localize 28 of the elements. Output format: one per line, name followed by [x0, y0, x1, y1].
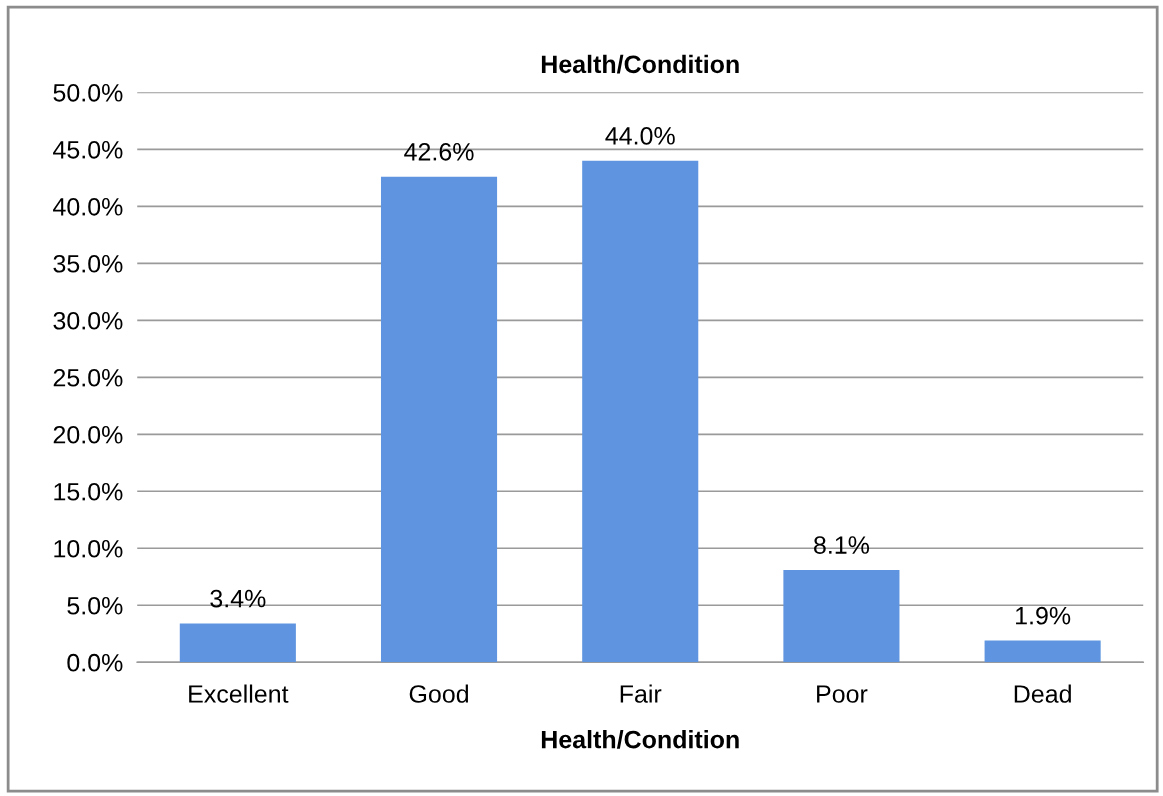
- data-label: 44.0%: [605, 126, 675, 145]
- x-tick-label: Poor: [817, 685, 868, 703]
- y-tick-label: 10.0%: [54, 539, 123, 558]
- x-tick-label: Good: [409, 684, 468, 703]
- y-tick-label: 20.0%: [53, 425, 123, 444]
- bar: [380, 176, 498, 663]
- x-tick-label: Excellent: [189, 684, 289, 703]
- chart-title: Health/Condition: [541, 54, 739, 74]
- y-tick-label: 35.0%: [53, 254, 123, 273]
- y-tick-label: 25.0%: [53, 368, 123, 387]
- y-tick-label: 40.0%: [53, 197, 123, 216]
- x-tick-label: Dead: [1014, 684, 1071, 703]
- bar: [984, 640, 1101, 663]
- x-tick-label: Fair: [620, 684, 662, 703]
- bar: [783, 569, 900, 663]
- y-tick-label: 50.0%: [53, 83, 123, 102]
- bar: [179, 623, 296, 663]
- y-tick-label: 15.0%: [54, 482, 123, 501]
- y-tick-label: 5.0%: [67, 596, 123, 615]
- y-tick-label: 30.0%: [53, 311, 123, 330]
- bar: [582, 160, 699, 663]
- y-tick-label: 45.0%: [53, 140, 123, 159]
- data-label: 42.6%: [404, 142, 474, 161]
- data-label: 3.4%: [210, 589, 266, 608]
- data-label: 8.1%: [814, 536, 870, 554]
- x-axis-title: Health/Condition: [541, 730, 739, 749]
- y-tick-label: 0.0%: [67, 653, 123, 672]
- data-label: 1.9%: [1016, 606, 1071, 625]
